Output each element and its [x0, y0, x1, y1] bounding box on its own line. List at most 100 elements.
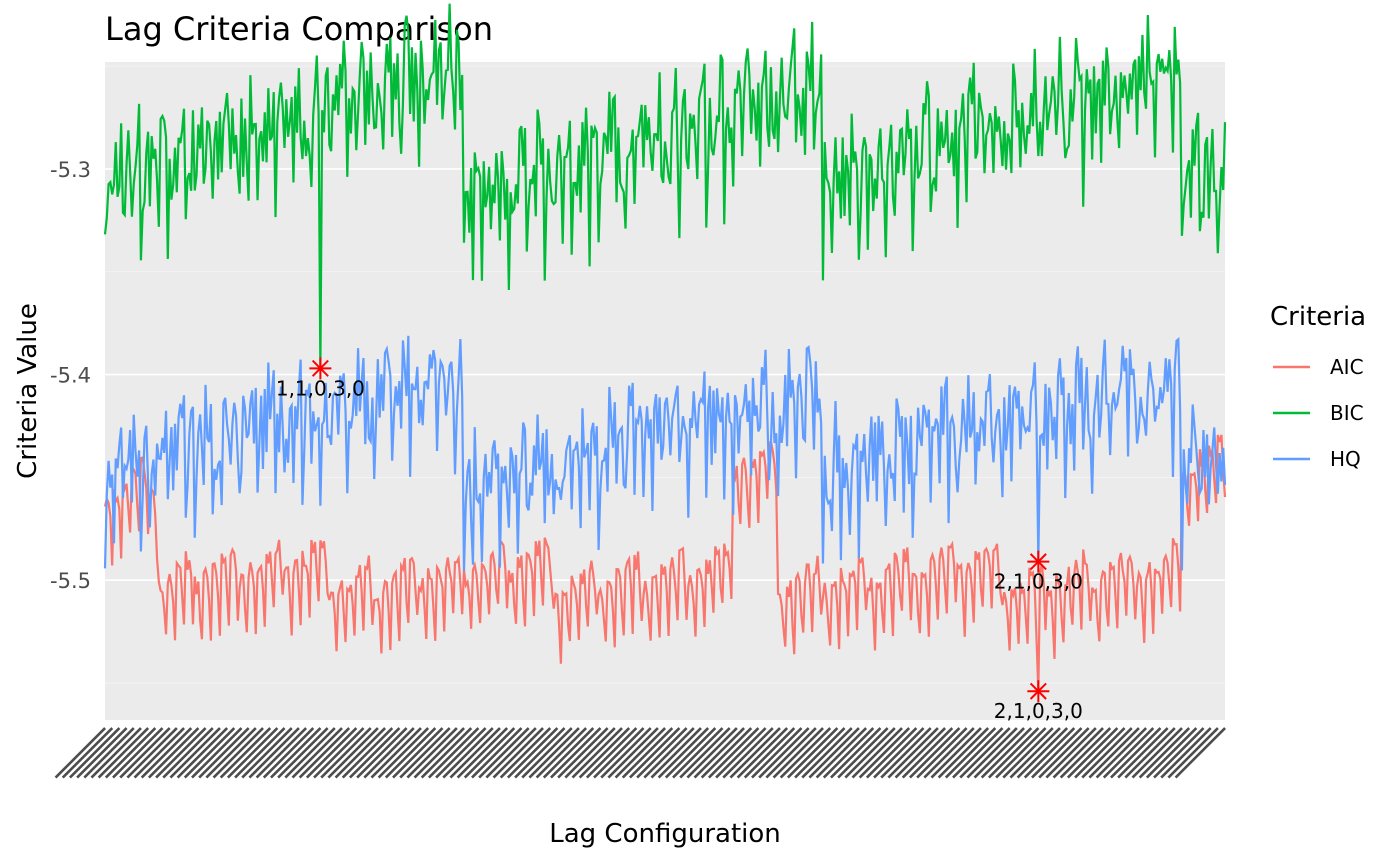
x-tick-label: [557, 727, 609, 779]
x-tick-label: [894, 727, 946, 779]
x-tick-label: [830, 727, 882, 779]
x-tick-label: [277, 727, 329, 779]
x-tick-label: [191, 727, 243, 779]
x-tick-label: [90, 727, 142, 779]
x-tick-label: [1052, 727, 1104, 779]
x-tick-label: [679, 727, 731, 779]
x-tick-label: [356, 727, 408, 779]
x-tick-label: [1088, 727, 1140, 779]
x-tick-label: [923, 727, 975, 779]
x-tick-label: [794, 727, 846, 779]
x-tick-label: [585, 727, 638, 779]
x-tick-label: [54, 727, 106, 779]
x-tick-label: [471, 727, 523, 779]
x-tick-label: [973, 727, 1025, 779]
x-tick-label: [435, 727, 487, 779]
x-tick-label: [147, 727, 200, 779]
x-tick-label: [729, 727, 781, 779]
x-tick-label: [643, 727, 695, 779]
x-tick-label: [664, 727, 717, 779]
x-tick-label: [499, 727, 552, 779]
legend-label-hq: HQ: [1330, 447, 1361, 471]
optimum-marker-bic: [309, 357, 332, 380]
x-tick-label: [1009, 727, 1061, 779]
x-tick-label: [478, 727, 530, 779]
x-tick-label: [672, 727, 724, 779]
x-tick-label: [83, 727, 135, 779]
x-tick-label: [521, 727, 573, 779]
x-tick-label: [743, 727, 796, 779]
x-tick-label: [226, 727, 279, 779]
x-tick-label: [492, 727, 544, 779]
x-tick-label: [715, 727, 767, 779]
x-tick-label: [930, 727, 982, 779]
x-tick-label: [880, 727, 932, 779]
x-tick-label: [528, 727, 580, 779]
x-tick-label: [169, 727, 221, 779]
x-tick-label: [873, 727, 925, 779]
optimum-marker-aic: [1027, 680, 1050, 703]
x-tick-label: [987, 727, 1040, 779]
x-tick-label: [485, 727, 537, 779]
x-tick-label: [341, 727, 394, 779]
x-tick-label: [1124, 727, 1176, 779]
x-tick-label: [686, 727, 738, 779]
y-tick-label: -5.3: [50, 158, 91, 182]
legend-title: Criteria: [1270, 302, 1366, 332]
x-tick-label: [133, 727, 185, 779]
x-tick-label: [442, 727, 494, 779]
x-tick-label: [916, 727, 968, 779]
x-tick-label: [449, 727, 501, 779]
x-tick-label: [334, 727, 386, 779]
x-tick-label: [313, 727, 365, 779]
x-tick-label: [427, 727, 480, 779]
x-tick-label: [1031, 727, 1083, 779]
x-tick-label: [1045, 727, 1097, 779]
x-tick-label: [636, 727, 688, 779]
x-tick-label: [456, 727, 509, 779]
x-tick-label: [212, 727, 264, 779]
x-tick-label: [1138, 727, 1191, 779]
x-tick-label: [901, 727, 954, 779]
x-tick-label: [765, 727, 817, 779]
x-tick-label: [1038, 727, 1090, 779]
x-tick-label: [693, 727, 745, 779]
x-tick-label: [140, 727, 193, 779]
x-axis-title: Lag Configuration: [549, 819, 781, 849]
x-axis-tick-labels: [54, 727, 1226, 779]
x-tick-label: [320, 727, 372, 779]
x-tick-label: [952, 727, 1004, 779]
x-tick-label: [944, 727, 997, 779]
x-tick-label: [112, 727, 164, 779]
x-tick-label: [995, 727, 1047, 779]
x-tick-label: [234, 727, 286, 779]
x-tick-label: [550, 727, 602, 779]
x-tick-label: [822, 727, 875, 779]
x-tick-label: [392, 727, 444, 779]
x-tick-label: [629, 727, 681, 779]
x-tick-label: [377, 727, 430, 779]
x-tick-label: [779, 727, 832, 779]
x-tick-label: [844, 727, 896, 779]
x-tick-label: [851, 727, 903, 779]
series-line-bic: [103, 3, 1227, 369]
x-tick-label: [621, 727, 674, 779]
x-tick-label: [722, 727, 774, 779]
y-tick-label: -5.4: [50, 364, 91, 388]
x-tick-label: [808, 727, 860, 779]
y-axis-title: Criteria Value: [13, 303, 43, 479]
x-tick-label: [1167, 727, 1219, 779]
x-tick-label: [564, 727, 616, 779]
x-tick-label: [578, 727, 631, 779]
x-tick-label: [937, 727, 990, 779]
x-tick-label: [176, 727, 229, 779]
x-tick-label: [506, 727, 559, 779]
x-tick-label: [707, 727, 760, 779]
x-tick-label: [542, 727, 595, 779]
x-tick-label: [1023, 727, 1076, 779]
x-tick-label: [614, 727, 666, 779]
x-tick-label: [1131, 727, 1183, 779]
x-tick-label: [155, 727, 207, 779]
x-tick-label: [593, 727, 645, 779]
